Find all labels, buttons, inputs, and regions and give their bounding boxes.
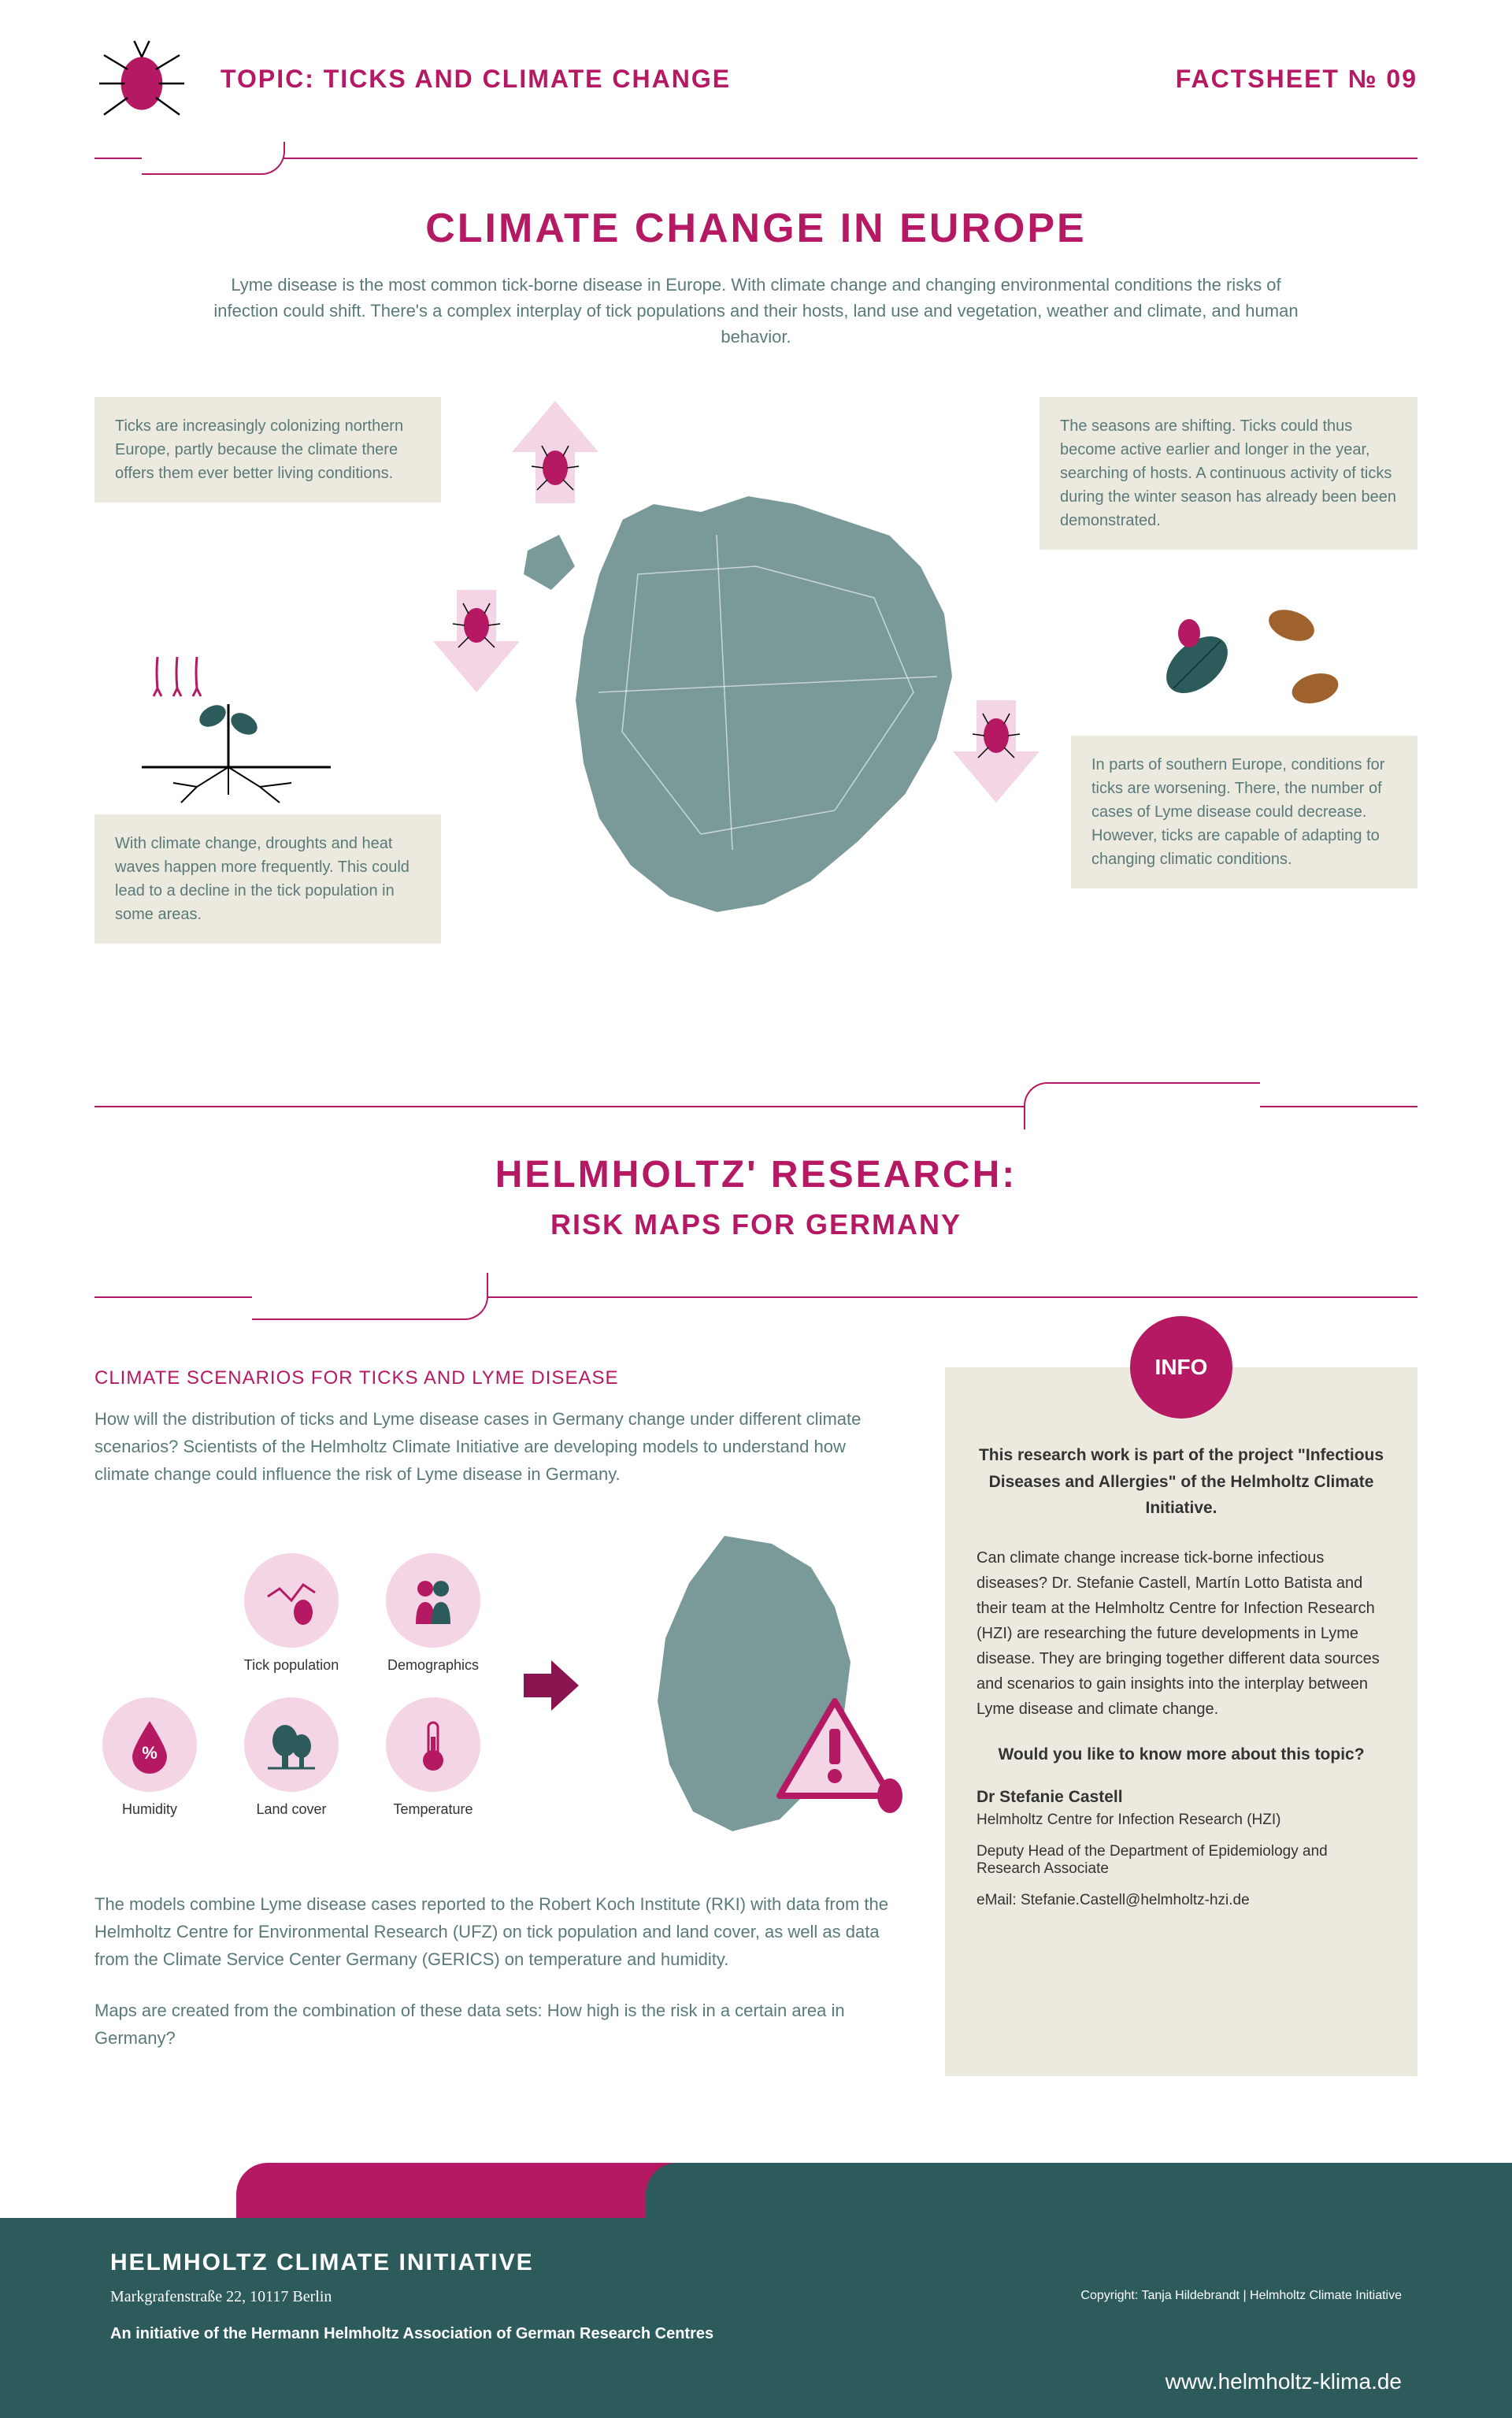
warning-triangle-icon xyxy=(772,1693,914,1819)
arrow-down-left-icon xyxy=(425,586,528,696)
section2-title: HELMHOLTZ' RESEARCH: xyxy=(94,1153,1418,1196)
factsheet-number: FACTSHEET № 09 xyxy=(1176,65,1418,94)
europe-infographic: Ticks are increasingly colonizing northe… xyxy=(94,389,1418,1035)
callout-southern-europe: In parts of southern Europe, conditions … xyxy=(1071,736,1418,888)
footer-description: An initiative of the Hermann Helmholtz A… xyxy=(110,2322,1402,2346)
research-body-2: Maps are created from the combination of… xyxy=(94,1997,898,2052)
page-footer: FROM: MARCH 2022 HELMHOLTZ CLIMATE INITI… xyxy=(0,2139,1512,2418)
temperature-icon xyxy=(402,1713,465,1776)
germany-map xyxy=(614,1520,898,1851)
section-divider-bottom xyxy=(94,1273,1418,1320)
tick-population-icon xyxy=(260,1569,323,1632)
factor-tick-population: Tick population xyxy=(236,1553,346,1674)
land-cover-icon xyxy=(260,1713,323,1776)
header-divider xyxy=(94,142,1418,173)
factor-land-cover: Land cover xyxy=(236,1697,346,1818)
contact-email: eMail: Stefanie.Castell@helmholtz-hzi.de xyxy=(976,1892,1386,1909)
callout-seasons: The seasons are shifting. Ticks could th… xyxy=(1040,397,1418,550)
info-question: Would you like to know more about this t… xyxy=(976,1745,1386,1764)
footer-accent-shape xyxy=(236,2163,709,2218)
scenarios-intro: How will the distribution of ticks and L… xyxy=(94,1405,898,1489)
tick-logo-icon xyxy=(94,32,189,126)
info-badge: INFO xyxy=(1130,1316,1232,1419)
drought-plant-icon xyxy=(134,649,339,807)
arrow-right-icon xyxy=(520,1654,583,1717)
topic-label: TOPIC: TICKS AND CLIMATE CHANGE xyxy=(220,65,731,94)
footer-url[interactable]: www.helmholtz-klima.de xyxy=(0,2369,1512,2418)
model-diagram: Tick population Demographics % Humidity … xyxy=(94,1520,898,1851)
factor-temperature: Temperature xyxy=(378,1697,488,1818)
footer-title: HELMHOLTZ CLIMATE INITIATIVE xyxy=(110,2249,1402,2276)
humidity-icon: % xyxy=(118,1713,181,1776)
arrow-down-right-icon xyxy=(945,696,1047,807)
section1-intro: Lyme disease is the most common tick-bor… xyxy=(205,272,1307,350)
info-lead: This research work is part of the projec… xyxy=(976,1442,1386,1522)
factor-demographics: Demographics xyxy=(378,1553,488,1674)
research-main-column: CLIMATE SCENARIOS FOR TICKS AND LYME DIS… xyxy=(94,1367,898,2076)
contact-name: Dr Stefanie Castell xyxy=(976,1788,1386,1807)
demographics-icon xyxy=(402,1569,465,1632)
arrow-up-icon xyxy=(504,397,606,507)
section1-title: CLIMATE CHANGE IN EUROPE xyxy=(94,205,1418,252)
factor-humidity: % Humidity xyxy=(94,1697,205,1818)
contact-role: Deputy Head of the Department of Epidemi… xyxy=(976,1843,1386,1878)
scenarios-heading: CLIMATE SCENARIOS FOR TICKS AND LYME DIS… xyxy=(94,1367,898,1389)
info-body: Can climate change increase tick-borne i… xyxy=(976,1545,1386,1722)
callout-northern-europe: Ticks are increasingly colonizing northe… xyxy=(94,397,441,503)
page-header: TOPIC: TICKS AND CLIMATE CHANGE FACTSHEE… xyxy=(94,32,1418,126)
research-body-1: The models combine Lyme disease cases re… xyxy=(94,1890,898,1974)
footer-copyright: Copyright: Tanja Hildebrandt | Helmholtz… xyxy=(1080,2289,1402,2303)
section-divider-top xyxy=(94,1082,1418,1129)
section2-subtitle: RISK MAPS FOR GERMANY xyxy=(94,1208,1418,1241)
svg-text:%: % xyxy=(142,1743,158,1763)
contact-org: Helmholtz Centre for Infection Research … xyxy=(976,1812,1386,1829)
autumn-leaves-icon xyxy=(1150,578,1354,736)
callout-drought: With climate change, droughts and heat w… xyxy=(94,814,441,944)
info-sidebar: INFO This research work is part of the p… xyxy=(945,1367,1418,2076)
